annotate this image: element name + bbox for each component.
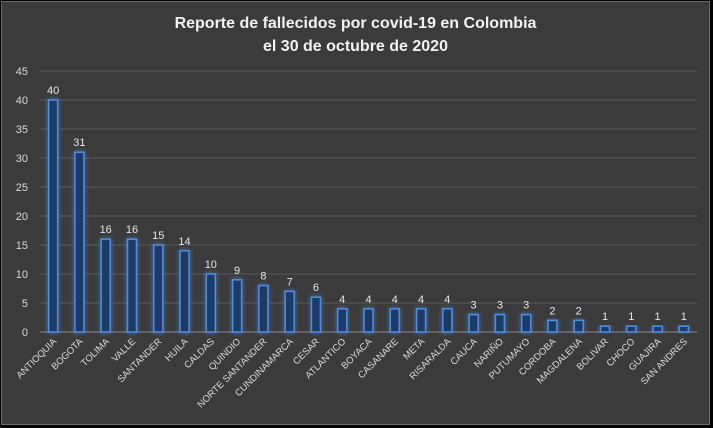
data-label: 2 bbox=[576, 305, 582, 317]
data-label: 1 bbox=[602, 311, 608, 323]
data-label: 16 bbox=[100, 224, 112, 236]
data-label: 31 bbox=[73, 137, 85, 149]
data-label: 16 bbox=[126, 224, 138, 236]
bar bbox=[100, 238, 111, 333]
data-labels: 40 31 16 16 15 14 10 9 8 7 6 4 4 4 4 4 3 3 3 2 2 1 1 1 1 bbox=[47, 85, 687, 323]
bar bbox=[153, 244, 164, 333]
data-label: 4 bbox=[365, 294, 371, 306]
bar bbox=[415, 308, 427, 333]
y-tick-label: 35 bbox=[16, 124, 28, 136]
y-axis-tick-labels: 0 5 10 15 20 25 30 35 40 45 bbox=[16, 66, 28, 339]
data-label: 10 bbox=[205, 259, 217, 271]
data-label: 2 bbox=[549, 305, 555, 317]
bar bbox=[336, 308, 348, 333]
bar bbox=[547, 319, 558, 333]
category-label: TOLIMA bbox=[79, 336, 112, 369]
bar bbox=[126, 238, 138, 333]
gridlines bbox=[40, 70, 697, 333]
data-label: 4 bbox=[392, 294, 398, 306]
data-label: 4 bbox=[339, 294, 345, 306]
category-labels: ANTIOQUIABOGOTATOLIMAVALLESANTANDERHUILA… bbox=[15, 336, 690, 410]
data-label: 14 bbox=[178, 236, 190, 248]
bar bbox=[47, 99, 59, 333]
y-tick-label: 40 bbox=[16, 95, 28, 107]
y-tick-label: 45 bbox=[16, 66, 28, 78]
data-label: 8 bbox=[260, 271, 266, 283]
bar bbox=[652, 325, 663, 333]
bar bbox=[468, 313, 479, 333]
data-label: 3 bbox=[471, 300, 477, 312]
y-tick-label: 0 bbox=[22, 327, 28, 339]
y-tick-label: 30 bbox=[16, 153, 28, 165]
data-label: 6 bbox=[313, 282, 319, 294]
bar bbox=[626, 325, 637, 333]
chart-title-line-1: Reporte de fallecidos por covid-19 en Co… bbox=[174, 15, 537, 32]
chart-title-line-2: el 30 de octubre de 2020 bbox=[263, 38, 448, 55]
bar bbox=[284, 290, 295, 333]
data-label: 4 bbox=[418, 294, 424, 306]
data-label: 1 bbox=[628, 311, 634, 323]
bar bbox=[442, 308, 453, 333]
data-label: 3 bbox=[497, 300, 503, 312]
bar bbox=[310, 296, 322, 333]
bar bbox=[74, 151, 85, 333]
bar bbox=[231, 279, 243, 333]
y-tick-label: 5 bbox=[22, 298, 28, 310]
y-tick-label: 25 bbox=[16, 182, 28, 194]
y-tick-label: 10 bbox=[16, 269, 28, 281]
data-label: 1 bbox=[681, 311, 687, 323]
bar bbox=[520, 313, 532, 333]
data-label: 4 bbox=[444, 294, 450, 306]
bar bbox=[179, 250, 190, 333]
bars bbox=[47, 99, 690, 333]
data-label: 40 bbox=[47, 85, 59, 97]
data-label: 1 bbox=[655, 311, 661, 323]
category-label: ANTIOQUIA bbox=[15, 336, 60, 381]
bar bbox=[258, 284, 269, 333]
bar bbox=[363, 308, 374, 333]
y-tick-label: 20 bbox=[16, 211, 28, 223]
bar bbox=[678, 325, 690, 333]
chart-title: Reporte de fallecidos por covid-19 en Co… bbox=[2, 12, 709, 58]
data-label: 15 bbox=[152, 230, 164, 242]
bar bbox=[389, 308, 401, 333]
category-label: SAN ANDRES bbox=[639, 336, 690, 387]
y-tick-label: 15 bbox=[16, 240, 28, 252]
data-label: 7 bbox=[287, 276, 293, 288]
bar bbox=[205, 273, 217, 333]
bar bbox=[573, 319, 584, 333]
bar bbox=[494, 313, 506, 333]
data-label: 3 bbox=[523, 300, 529, 312]
data-label: 9 bbox=[234, 265, 240, 277]
bar bbox=[599, 325, 611, 333]
